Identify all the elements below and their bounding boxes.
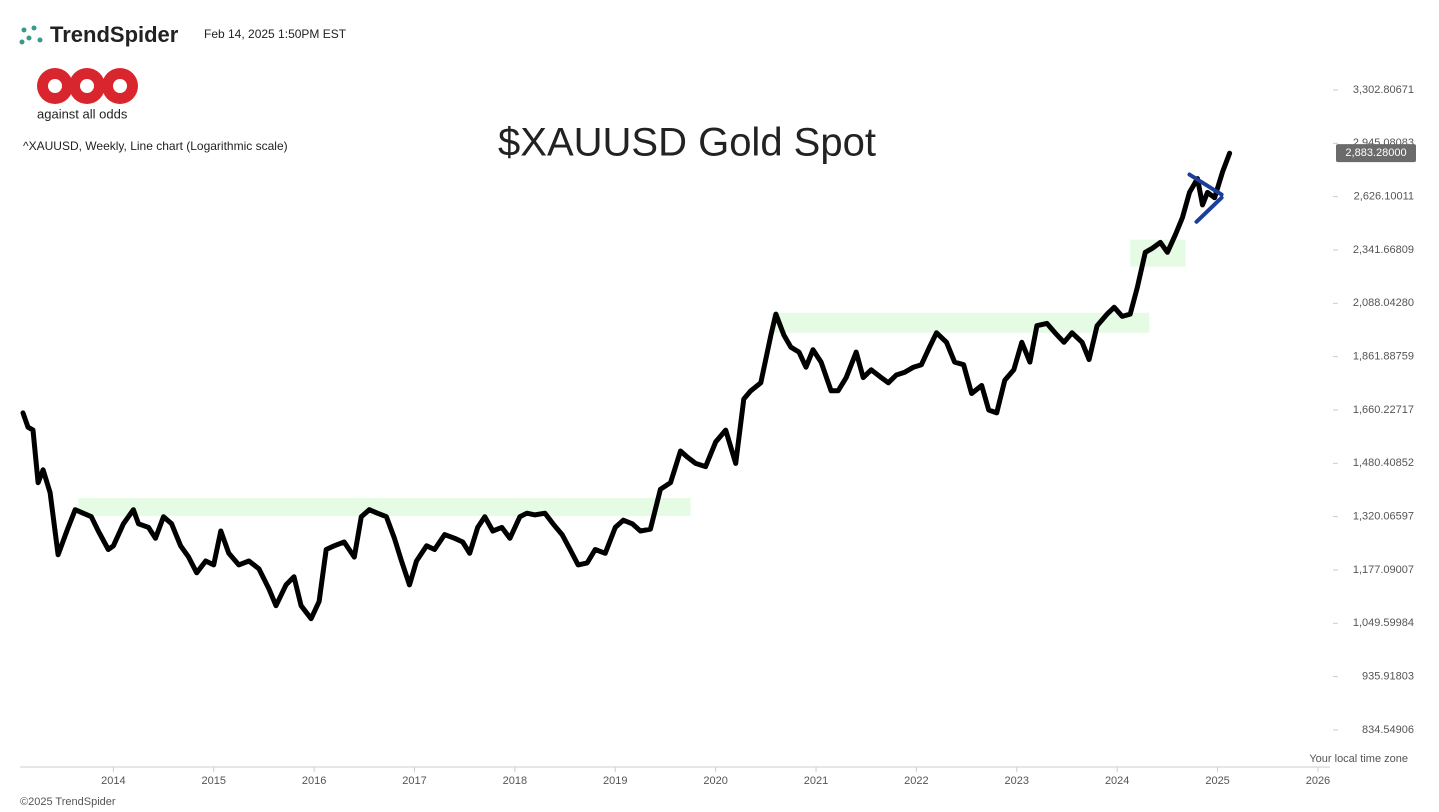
chart-title: $XAUUSD Gold Spot [498, 121, 876, 165]
x-tick-label: 2017 [402, 775, 426, 787]
timestamp: Feb 14, 2025 1:50PM EST [204, 27, 347, 41]
x-tick-label: 2025 [1205, 775, 1229, 787]
logo-tagline: against all odds [37, 106, 128, 121]
x-tick-label: 2015 [201, 775, 225, 787]
y-tick-label: 834.54906 [1362, 724, 1414, 736]
x-tick-label: 2022 [904, 775, 928, 787]
timezone-note: Your local time zone [1309, 753, 1408, 765]
logo [37, 68, 138, 104]
y-tick-label: 1,320.06597 [1353, 511, 1414, 523]
zone [78, 498, 691, 516]
y-tick-label: 3,302.80671 [1353, 84, 1414, 96]
x-tick-label: 2021 [804, 775, 828, 787]
trendline [1187, 172, 1224, 197]
x-tick-label: 2024 [1105, 775, 1129, 787]
y-tick-label: 2,341.66809 [1353, 244, 1414, 256]
brand-icon [19, 25, 43, 45]
last-price-label: 2,883.28000 [1345, 147, 1406, 159]
x-tick-label: 2019 [603, 775, 627, 787]
x-tick-label: 2023 [1005, 775, 1029, 787]
copyright: ©2025 TrendSpider [20, 796, 116, 808]
x-tick-label: 2016 [302, 775, 326, 787]
y-tick-label: 1,480.40852 [1353, 457, 1414, 469]
price-line [20, 150, 1233, 622]
x-tick-label: 2026 [1306, 775, 1330, 787]
y-tick-label: 935.91803 [1362, 671, 1414, 683]
trendline [1194, 195, 1224, 224]
x-tick-label: 2014 [101, 775, 125, 787]
brand: TrendSpider [50, 22, 179, 47]
x-tick-label: 2018 [503, 775, 527, 787]
x-tick-label: 2020 [703, 775, 727, 787]
y-tick-label: 1,049.59984 [1353, 617, 1414, 629]
y-tick-label: 2,626.10011 [1354, 191, 1414, 203]
y-tick-label: 1,660.22717 [1353, 404, 1414, 416]
last-price-box [1336, 144, 1416, 163]
y-tick-label: 2,088.04280 [1353, 297, 1414, 309]
zone [770, 312, 1150, 333]
symbol-info: ^XAUUSD, Weekly, Line chart (Logarithmic… [23, 139, 288, 153]
y-tick-label: 1,861.88759 [1353, 351, 1414, 363]
y-tick-label: 1,177.09007 [1353, 564, 1414, 576]
